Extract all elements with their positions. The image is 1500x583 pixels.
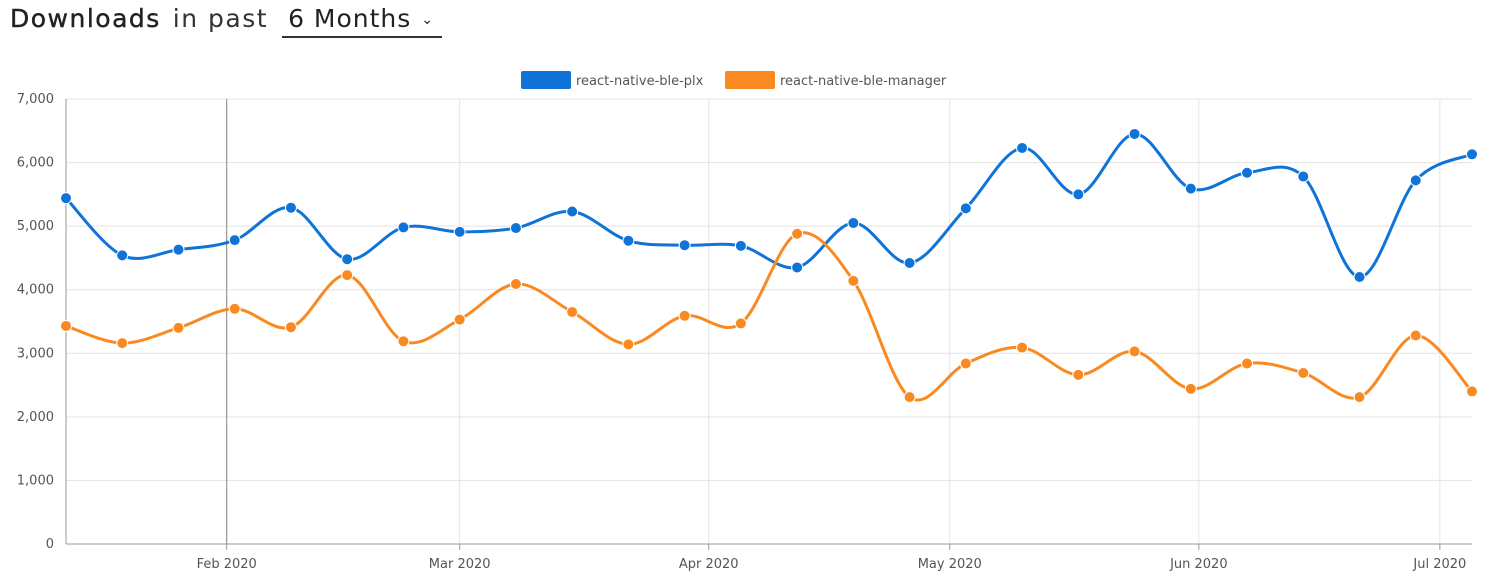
chevron-down-icon: ⌄ xyxy=(421,12,435,28)
data-point xyxy=(959,357,972,370)
data-point xyxy=(847,216,860,229)
x-tick-label: Apr 2020 xyxy=(679,557,739,572)
data-point xyxy=(791,261,804,274)
chart-axes: 0 1,000 2,000 3,000 4,000 5,000 6,000 7,000 Feb … xyxy=(17,92,1472,572)
data-point xyxy=(1072,368,1085,381)
legend-swatch xyxy=(725,71,775,89)
series-2 xyxy=(60,227,1478,404)
data-point xyxy=(1072,188,1085,201)
data-point xyxy=(397,335,410,348)
data-point xyxy=(622,234,635,247)
chart-series xyxy=(60,127,1478,404)
data-point xyxy=(172,321,185,334)
data-point xyxy=(228,302,241,315)
data-point xyxy=(791,227,804,240)
legend-label: react-native-ble-manager xyxy=(780,74,947,89)
y-tick-label: 3,000 xyxy=(17,346,54,361)
y-tick-label: 5,000 xyxy=(17,219,54,234)
series-line xyxy=(64,132,1473,279)
x-tick-label: May 2020 xyxy=(918,557,982,572)
data-point xyxy=(509,222,522,235)
legend-label: react-native-ble-plx xyxy=(576,74,704,89)
data-point xyxy=(678,309,691,322)
data-point xyxy=(1241,166,1254,179)
data-point xyxy=(1184,382,1197,395)
data-point xyxy=(1466,385,1478,398)
period-select-value: 6 Months xyxy=(288,4,412,33)
chart-grid xyxy=(66,98,1472,545)
data-point xyxy=(60,192,72,205)
data-point xyxy=(1353,391,1366,404)
data-point xyxy=(1128,127,1141,140)
data-point xyxy=(1184,182,1197,195)
downloads-line-chart: 0 1,000 2,000 3,000 4,000 5,000 6,000 7,000 Feb … xyxy=(17,71,1478,572)
x-tick-label: Jun 2020 xyxy=(1169,557,1228,572)
data-point xyxy=(284,201,297,214)
data-point xyxy=(116,337,129,350)
chart-legend: react-native-ble-plx react-native-ble-man… xyxy=(521,71,947,89)
data-point xyxy=(1241,357,1254,370)
data-point xyxy=(1128,345,1141,358)
data-point xyxy=(847,274,860,287)
x-tick-label: Jul 2020 xyxy=(1412,557,1466,572)
downloads-header: Downloads in past 6 Months ⌄ xyxy=(10,4,443,44)
data-point xyxy=(228,234,241,247)
data-point xyxy=(678,239,691,252)
data-point xyxy=(903,257,916,270)
data-point xyxy=(453,313,466,326)
data-point xyxy=(1016,141,1029,154)
y-tick-label: 7,000 xyxy=(17,92,54,107)
data-point xyxy=(566,305,579,318)
y-tick-label: 4,000 xyxy=(17,283,54,298)
data-point xyxy=(172,243,185,256)
y-tick-label: 0 xyxy=(46,537,54,552)
data-point xyxy=(1466,148,1478,161)
y-tick-label: 2,000 xyxy=(17,410,54,425)
data-point xyxy=(397,221,410,234)
data-point xyxy=(1297,170,1310,183)
data-point xyxy=(734,239,747,252)
data-point xyxy=(1409,329,1422,342)
data-point xyxy=(1016,341,1029,354)
x-tick-label: Mar 2020 xyxy=(429,557,491,572)
data-point xyxy=(1353,271,1366,283)
data-point xyxy=(1297,366,1310,379)
data-point xyxy=(284,321,297,334)
data-point xyxy=(453,225,466,238)
y-tick-label: 1,000 xyxy=(17,473,54,488)
data-point xyxy=(509,277,522,290)
data-point xyxy=(622,338,635,351)
x-tick-label: Feb 2020 xyxy=(197,557,257,572)
period-connector-text: in past xyxy=(172,4,269,33)
data-point xyxy=(566,205,579,218)
data-point xyxy=(734,317,747,330)
data-point xyxy=(60,319,72,332)
y-tick-label: 6,000 xyxy=(17,156,54,171)
series-1 xyxy=(60,127,1478,283)
period-select[interactable]: 6 Months ⌄ xyxy=(282,4,443,38)
data-point xyxy=(341,269,354,282)
data-point xyxy=(959,202,972,215)
downloads-title: Downloads xyxy=(10,4,161,33)
legend-swatch xyxy=(521,71,571,89)
data-point xyxy=(1409,174,1422,187)
data-point xyxy=(903,391,916,404)
data-point xyxy=(116,249,129,262)
data-point xyxy=(341,253,354,266)
